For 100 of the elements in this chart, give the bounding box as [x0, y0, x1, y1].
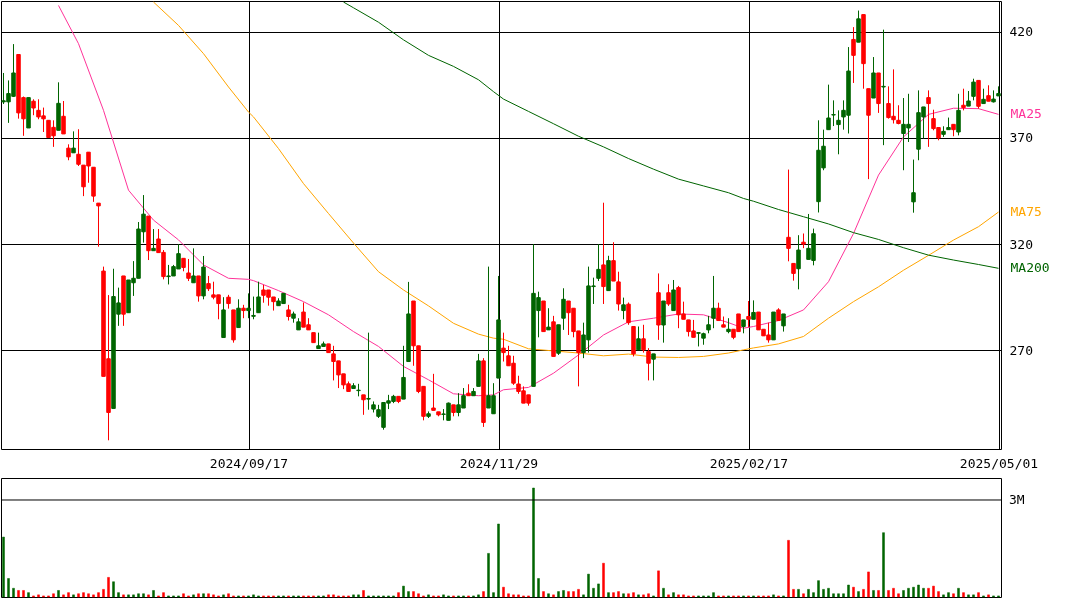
candlestick — [796, 234, 801, 290]
candlestick — [61, 100, 66, 135]
bar — [112, 581, 115, 598]
bar — [582, 594, 585, 598]
bar — [827, 588, 830, 598]
x-tick-label: 2025/02/17 — [709, 455, 789, 471]
bar — [192, 594, 195, 598]
candlestick — [361, 394, 366, 416]
bar — [542, 591, 545, 598]
bar — [957, 588, 960, 598]
bar — [952, 593, 955, 598]
bar — [97, 592, 100, 598]
bar — [872, 590, 875, 598]
bar — [22, 590, 25, 598]
candlestick — [246, 292, 251, 319]
bar — [27, 592, 30, 598]
candlestick — [671, 279, 676, 312]
bar — [967, 594, 970, 598]
bar — [127, 594, 130, 598]
y-tick-label: 420 — [1009, 24, 1033, 40]
series-label: MA200 — [1010, 260, 1050, 276]
bar — [442, 594, 445, 598]
bar — [72, 594, 75, 598]
bar — [857, 591, 860, 598]
bar — [917, 584, 920, 598]
bar — [797, 589, 800, 598]
bar — [252, 594, 255, 598]
bar — [822, 589, 825, 598]
candlestick — [431, 373, 436, 411]
bar — [327, 594, 330, 598]
bar — [947, 592, 950, 598]
bar — [902, 590, 905, 598]
candlestick — [856, 10, 861, 43]
bar — [557, 591, 560, 598]
bar — [937, 591, 940, 598]
bar — [2, 536, 5, 598]
series-label: MA25 — [1010, 106, 1042, 122]
candlestick — [561, 287, 566, 331]
bar — [882, 532, 885, 598]
bar — [577, 589, 580, 598]
candlestick — [836, 109, 841, 155]
candlestick — [971, 78, 976, 101]
candlestick — [641, 324, 646, 354]
bar — [892, 588, 895, 598]
bar — [942, 594, 945, 598]
bar — [607, 592, 610, 598]
bar — [132, 594, 135, 598]
bar — [227, 593, 230, 598]
bar — [672, 592, 675, 598]
candlestick — [661, 300, 666, 344]
bar — [877, 590, 880, 598]
candlestick — [151, 228, 156, 252]
bar — [87, 593, 90, 598]
bar — [852, 586, 855, 598]
ref-line-label: 3M — [1009, 491, 1025, 507]
bar — [497, 523, 500, 598]
bar — [627, 593, 630, 598]
candlestick — [881, 29, 886, 146]
x-tick-label: 2025/05/01 — [959, 455, 1039, 471]
bar — [887, 590, 890, 598]
bar — [592, 588, 595, 598]
bar — [412, 591, 415, 598]
bar — [912, 586, 915, 598]
candlestick — [546, 307, 551, 331]
bar — [492, 592, 495, 598]
bar — [532, 487, 535, 598]
candlestick — [501, 332, 506, 363]
bar — [772, 594, 775, 598]
bar — [932, 585, 935, 598]
candlestick — [186, 258, 191, 282]
candlestick — [711, 275, 716, 329]
bar — [832, 593, 835, 598]
candlestick — [601, 202, 606, 305]
bar — [137, 593, 140, 598]
bar — [202, 593, 205, 598]
y-tick-label: 370 — [1009, 130, 1033, 146]
bar — [802, 593, 805, 598]
bar — [402, 585, 405, 598]
bar — [17, 590, 20, 598]
candlestick — [636, 325, 641, 351]
bar — [597, 583, 600, 598]
candlestick — [596, 243, 601, 282]
bar — [142, 593, 145, 598]
candlestick — [831, 99, 836, 127]
bar — [182, 593, 185, 598]
bar — [847, 584, 850, 598]
bar — [812, 592, 815, 598]
bar — [37, 594, 40, 598]
bar — [842, 593, 845, 598]
candlestick — [626, 302, 631, 326]
bar — [787, 540, 790, 598]
bar — [587, 573, 590, 598]
bar — [7, 578, 10, 598]
x-tick-label: 2024/11/29 — [459, 455, 539, 471]
candlestick — [911, 159, 916, 214]
bar — [82, 592, 85, 598]
candlestick — [366, 332, 371, 411]
bar — [927, 588, 930, 598]
candlestick — [751, 299, 756, 320]
bar — [537, 578, 540, 598]
